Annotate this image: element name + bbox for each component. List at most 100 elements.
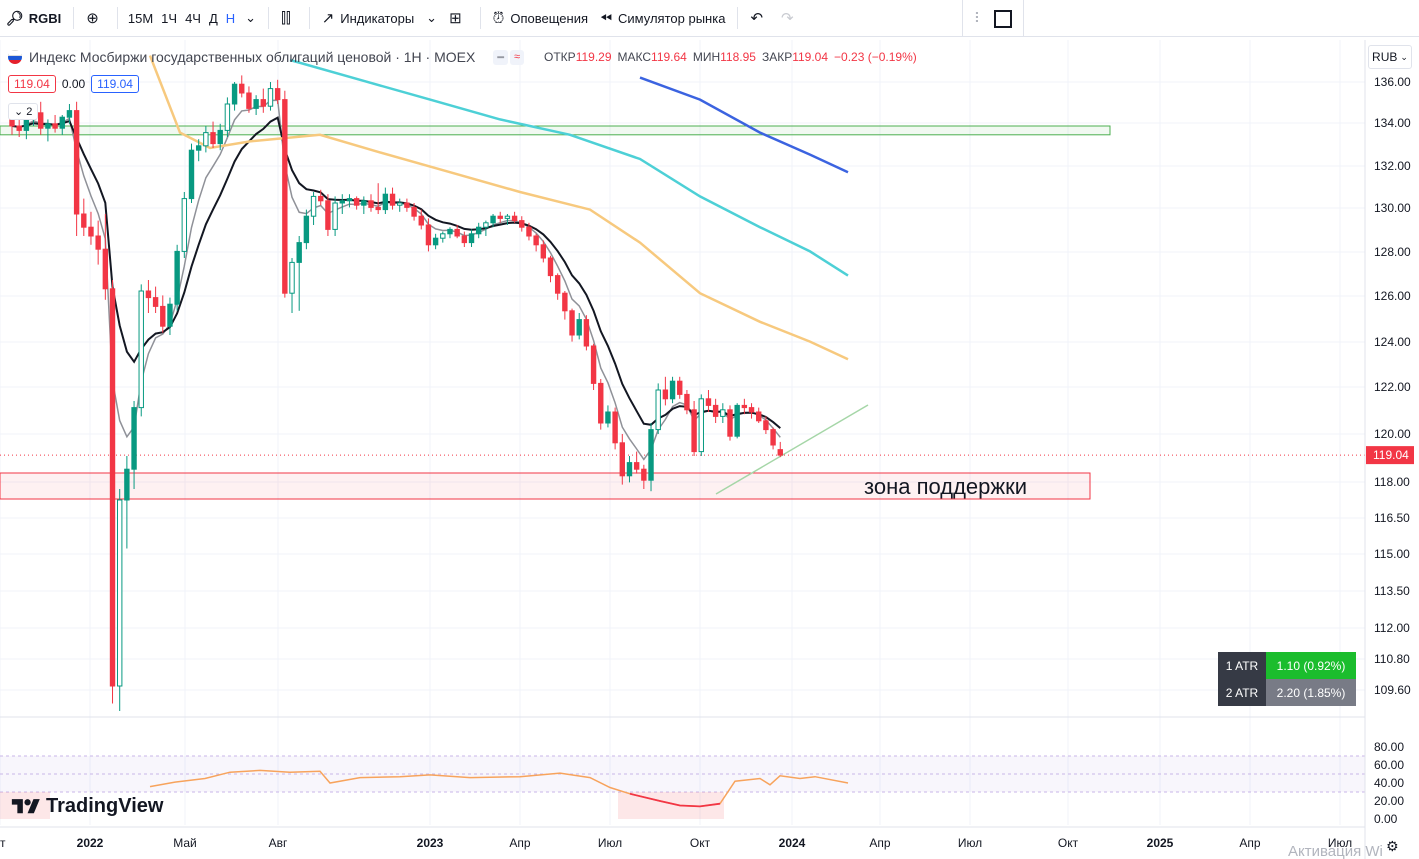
candle-body bbox=[375, 206, 381, 211]
alerts-label: Оповещения bbox=[510, 10, 588, 26]
currency-selector[interactable]: RUB ⌄ bbox=[1368, 45, 1412, 69]
last-price-label: 119.04 bbox=[1373, 448, 1409, 462]
candle-body bbox=[720, 409, 726, 417]
candle-body bbox=[468, 233, 475, 244]
chevron-down-icon: ⌄ bbox=[14, 106, 24, 118]
candle-body bbox=[662, 389, 669, 400]
candle-body bbox=[490, 215, 496, 224]
candle-body bbox=[519, 220, 525, 228]
candle-body bbox=[267, 88, 274, 107]
layouts-button[interactable]: ⊞ bbox=[443, 0, 474, 37]
ema-long-line bbox=[289, 58, 849, 277]
candle-body bbox=[389, 193, 396, 206]
time-tick-label: 2025 bbox=[1147, 836, 1174, 850]
interval-4h[interactable]: 4Ч bbox=[185, 10, 201, 26]
candle-body bbox=[590, 345, 597, 384]
low-label: МИН bbox=[692, 50, 721, 64]
indicators-button[interactable]: ↗ Индикаторы bbox=[316, 0, 420, 37]
atr-row: 2 ATR 2.20 (1.85%) bbox=[1218, 679, 1356, 706]
candle-body bbox=[260, 99, 267, 107]
redo-button[interactable]: ↷ bbox=[775, 0, 806, 37]
close-label: ЗАКР bbox=[761, 50, 793, 64]
currency-label: RUB bbox=[1372, 50, 1398, 64]
rsi-tick-label: 60.00 bbox=[1374, 758, 1404, 772]
symbol-search[interactable]: 🔎︎ RGBI bbox=[0, 0, 67, 37]
interval-week[interactable]: Н bbox=[225, 10, 236, 26]
candle-body bbox=[641, 468, 647, 481]
candle-body bbox=[353, 198, 360, 206]
candle-body bbox=[203, 132, 209, 147]
candle-body bbox=[217, 129, 223, 145]
candle-body bbox=[756, 411, 762, 422]
candle-body bbox=[598, 382, 604, 424]
dash-icon: ━ bbox=[493, 49, 508, 65]
indicators-dropdown[interactable]: ⌄ bbox=[420, 0, 443, 37]
tradingview-logo[interactable]: TradingView bbox=[10, 795, 163, 818]
candle-body bbox=[533, 235, 539, 246]
rsi-oversold-line bbox=[629, 792, 721, 808]
indicator-count: 2 bbox=[26, 106, 33, 118]
tradingview-logo-icon bbox=[11, 798, 40, 813]
candle-body bbox=[188, 149, 195, 200]
replay-button[interactable]: ⏪︎ Симулятор рынка bbox=[594, 0, 731, 37]
interval-15m[interactable]: 15M bbox=[127, 10, 154, 26]
drawing-toolbar-handle[interactable]: ⠇ bbox=[962, 0, 1024, 37]
candle-body bbox=[160, 305, 166, 327]
interval-dropdown[interactable]: ⌄ bbox=[239, 0, 262, 37]
buy-price[interactable]: 119.04 bbox=[91, 75, 139, 93]
support-zone-label: зона поддержки bbox=[864, 474, 1027, 499]
candle-body bbox=[748, 407, 755, 413]
legend-collapse-button[interactable]: ⌄ 2 bbox=[8, 103, 39, 120]
sell-price[interactable]: 119.04 bbox=[8, 75, 56, 93]
time-tick-label: Апр bbox=[869, 836, 891, 850]
compare-toggle[interactable]: ━ ≈ bbox=[493, 49, 525, 65]
price-tick-label: 132.00 bbox=[1374, 159, 1411, 173]
axes: 136.00 134.00 132.00 130.00 128.00 126.00 124.… bbox=[0, 40, 1414, 859]
time-tick-label: Окт bbox=[690, 836, 711, 850]
candle-body bbox=[152, 297, 159, 307]
alerts-button[interactable]: ⏰︎ Оповещения bbox=[487, 0, 594, 37]
indicators-label: Индикаторы bbox=[340, 10, 415, 26]
symbol-label: RGBI bbox=[28, 10, 62, 26]
support-zone bbox=[0, 472, 1091, 500]
candle-body bbox=[712, 404, 719, 417]
candle-body bbox=[562, 292, 568, 312]
price-tick-label: 118.00 bbox=[1374, 475, 1410, 489]
interval-1h[interactable]: 1Ч bbox=[161, 10, 178, 26]
open-label: ОТКР bbox=[544, 50, 576, 64]
candle-body bbox=[605, 411, 611, 424]
time-tick-label: Авг bbox=[269, 836, 288, 850]
chart-legend: Индекс Мосбиржи государственных облигаци… bbox=[8, 47, 917, 67]
atr-label: 1 ATR bbox=[1218, 652, 1266, 679]
price-tick-label: 126.00 bbox=[1374, 289, 1411, 303]
candle-body bbox=[382, 193, 389, 211]
undo-button[interactable]: ↶ bbox=[744, 0, 775, 37]
time-tick-label: Май bbox=[173, 836, 197, 850]
candle-body bbox=[418, 215, 424, 226]
redo-icon: ↷ bbox=[781, 10, 794, 27]
candle-body bbox=[397, 202, 403, 206]
high-label: МАКС bbox=[617, 50, 652, 64]
change-value: −0.23 (−0.19%) bbox=[834, 50, 917, 64]
candle-body bbox=[619, 442, 625, 477]
candle-body bbox=[289, 261, 295, 294]
compare-button[interactable]: ⊕ bbox=[80, 0, 111, 37]
candle-body bbox=[626, 462, 633, 477]
high-value: 119.64 bbox=[651, 50, 687, 64]
price-tick-label: 122.00 bbox=[1374, 380, 1411, 394]
candle-body bbox=[583, 319, 590, 347]
interval-day[interactable]: Д bbox=[208, 10, 218, 26]
activation-watermark: Активация Wi bbox=[1288, 843, 1383, 859]
grid-lines bbox=[0, 40, 1365, 825]
candle-body bbox=[332, 202, 338, 230]
candle-body bbox=[461, 235, 468, 244]
chart-type-button[interactable]: ⫿⫿ bbox=[275, 0, 303, 37]
candle-body bbox=[73, 110, 80, 215]
logo-text: TradingView bbox=[46, 795, 164, 817]
candle-body bbox=[23, 118, 30, 131]
candle-body bbox=[741, 404, 748, 409]
alarm-clock-icon: ⏰︎ bbox=[492, 9, 505, 27]
candle-body bbox=[526, 226, 532, 237]
candle-body bbox=[454, 228, 460, 237]
